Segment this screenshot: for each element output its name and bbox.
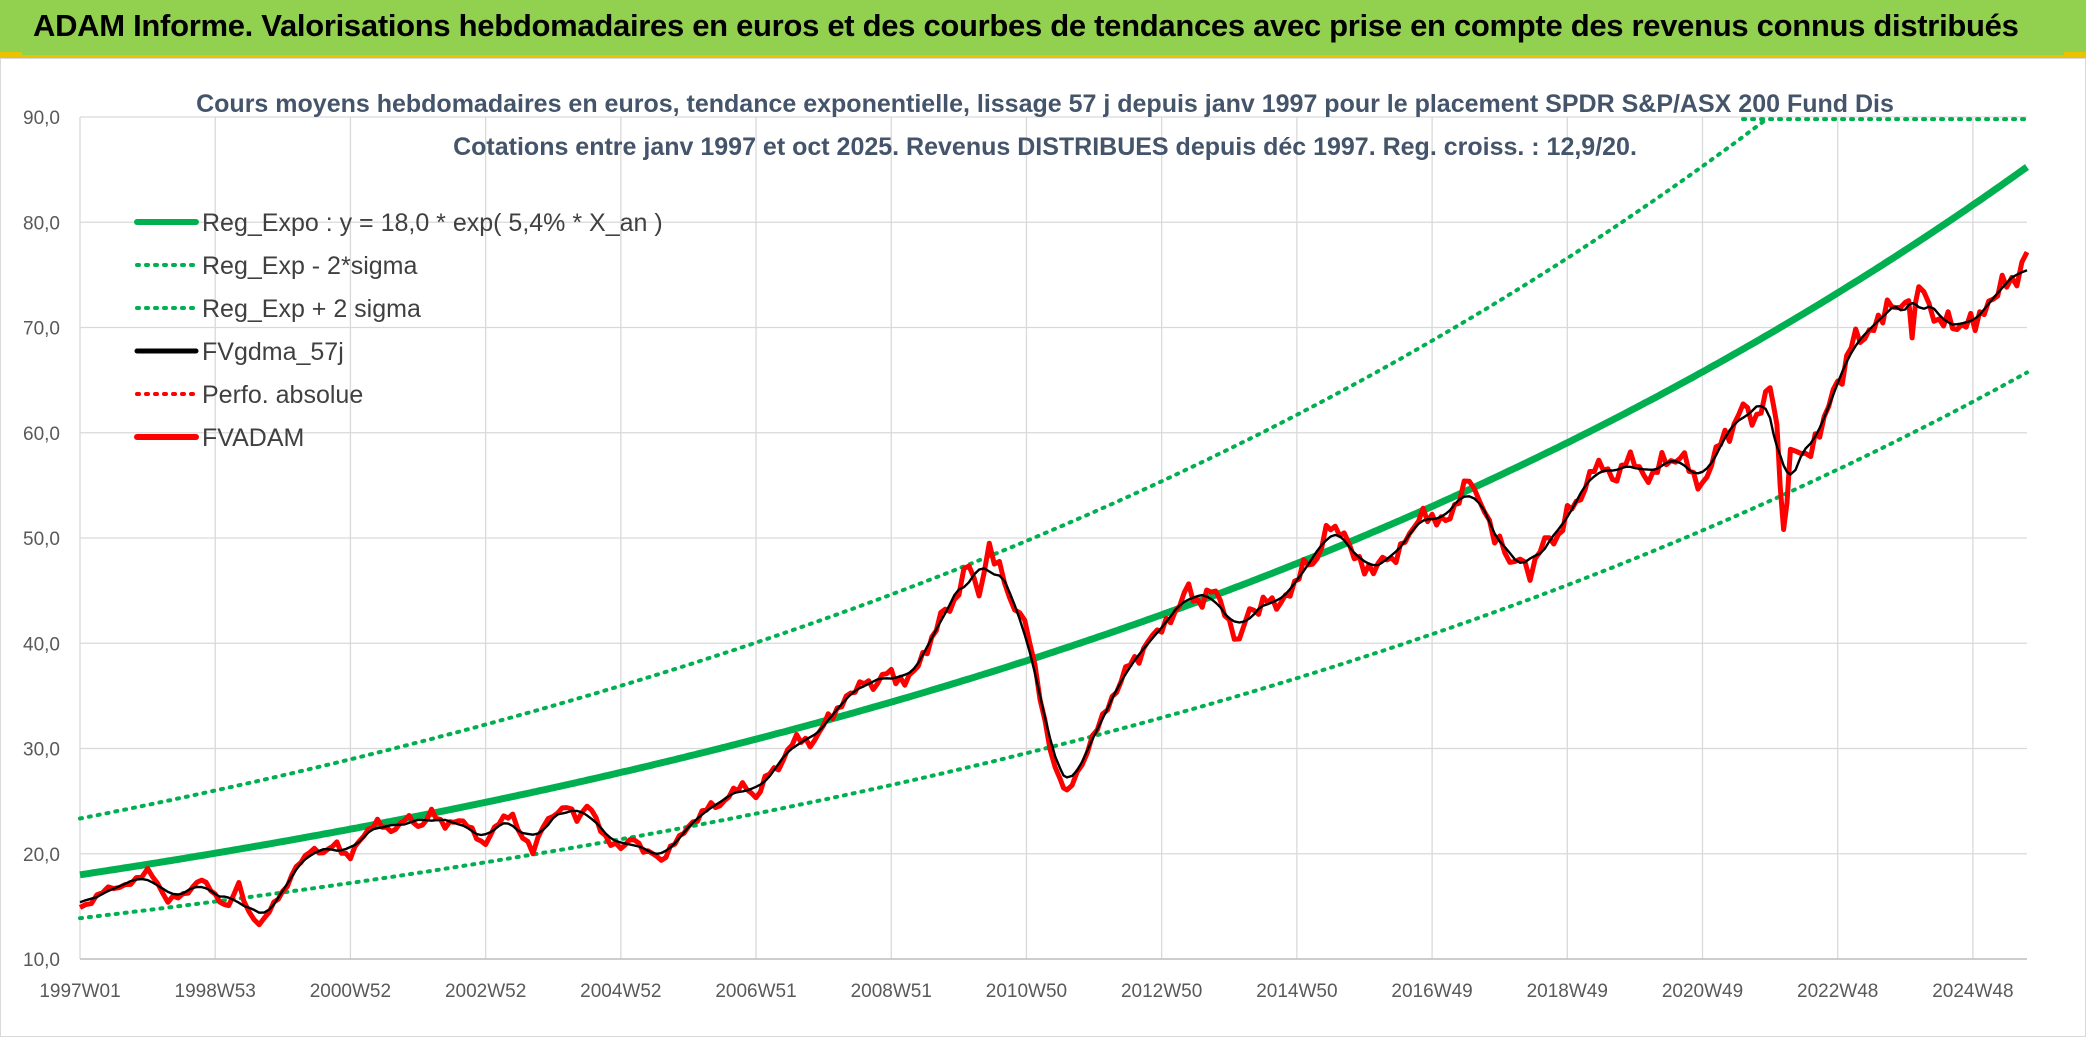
series-reg-plus-2sigma xyxy=(78,117,1769,821)
x-tick-label: 2012W50 xyxy=(1121,981,1202,1002)
x-tick-label: 2004W52 xyxy=(580,981,661,1002)
y-tick-label: 40,0 xyxy=(23,634,60,655)
banner-corner-right xyxy=(2064,52,2086,58)
x-tick-label: 2022W48 xyxy=(1797,981,1878,1002)
series-fvadam xyxy=(78,250,2030,928)
x-axis-ticks: 1997W01 1998W53 2000W52 2002W52 2004W52 2006W… xyxy=(39,981,2013,1002)
series-fvgdma-57j xyxy=(79,269,2028,914)
legend-label: Perfo. absolue xyxy=(202,381,363,409)
x-tick-label: 2014W50 xyxy=(1256,981,1337,1002)
y-tick-label: 90,0 xyxy=(23,108,60,129)
x-tick-label: 2020W49 xyxy=(1662,981,1743,1002)
x-tick-label: 2016W49 xyxy=(1391,981,1472,1002)
report-banner: ADAM Informe. Valorisations hebdomadaire… xyxy=(0,0,2086,58)
x-tick-label: 1997W01 xyxy=(39,981,120,1002)
y-tick-label: 20,0 xyxy=(23,845,60,866)
legend-label: Reg_Exp + 2 sigma xyxy=(202,295,421,323)
report-title: ADAM Informe. Valorisations hebdomadaire… xyxy=(33,8,2019,43)
y-tick-label: 60,0 xyxy=(23,424,60,445)
legend-label: Reg_Exp - 2*sigma xyxy=(202,252,417,280)
series-reg-minus-2sigma xyxy=(78,370,2029,921)
y-axis-ticks: 10,0 20,0 30,0 40,0 50,0 60,0 70,0 80,0 90,0 xyxy=(23,108,60,971)
x-tick-label: 2024W48 xyxy=(1932,981,2013,1002)
x-tick-label: 2018W49 xyxy=(1527,981,1608,1002)
x-tick-label: 2010W50 xyxy=(986,981,1067,1002)
legend-label: FVADAM xyxy=(202,424,304,452)
banner-corner-left xyxy=(0,52,22,58)
legend-label: FVgdma_57j xyxy=(202,338,344,366)
series-layer xyxy=(78,117,2030,928)
x-tick-label: 2002W52 xyxy=(445,981,526,1002)
y-tick-label: 50,0 xyxy=(23,529,60,550)
chart-grid xyxy=(79,116,2027,960)
y-tick-label: 10,0 xyxy=(23,950,60,971)
x-tick-label: 2006W51 xyxy=(715,981,796,1002)
chart-title-line2: Cotations entre janv 1997 et oct 2025. R… xyxy=(453,133,1637,161)
chart-title-line1: Cours moyens hebdomadaires en euros, ten… xyxy=(196,90,1894,118)
legend: Reg_Expo : y = 18,0 * exp( 5,4% * X_an )… xyxy=(134,209,663,452)
y-tick-label: 80,0 xyxy=(23,213,60,234)
x-tick-label: 2000W52 xyxy=(310,981,391,1002)
y-tick-label: 30,0 xyxy=(23,740,60,761)
x-tick-label: 2008W51 xyxy=(851,981,932,1002)
x-tick-label: 1998W53 xyxy=(175,981,256,1002)
legend-label: Reg_Expo : y = 18,0 * exp( 5,4% * X_an ) xyxy=(202,209,663,237)
y-tick-label: 70,0 xyxy=(23,319,60,340)
